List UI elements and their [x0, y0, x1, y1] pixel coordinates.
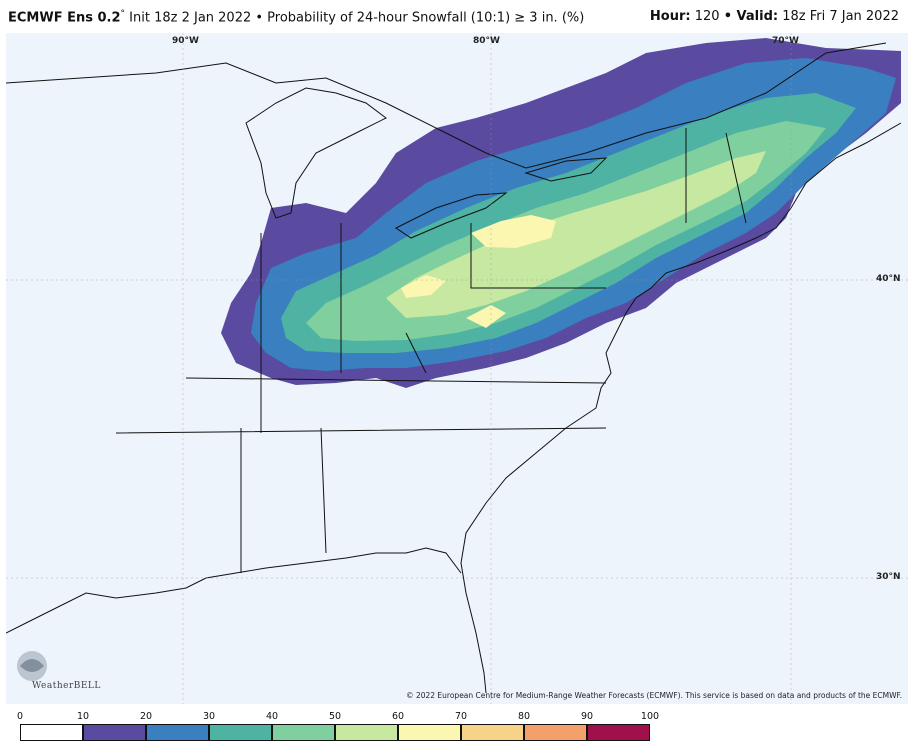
degree-symbol: ° — [120, 9, 126, 19]
legend-bin-90-100 — [587, 724, 650, 741]
lake-erie — [395, 192, 508, 239]
legend-bin-10-20 — [83, 724, 146, 741]
lon-label-90w: 90°W — [172, 36, 199, 46]
legend-bin-50-60 — [335, 724, 398, 741]
legend-tick: 50 — [328, 711, 342, 722]
weatherbell-logo: WeatherBELL — [12, 648, 102, 691]
color-legend: 0 10 20 30 40 50 60 70 80 90 100 — [16, 707, 913, 747]
prob-50-60-area — [386, 151, 766, 318]
legend-bin-30-40 — [209, 724, 272, 741]
logo-text: WeatherBELL — [32, 681, 101, 691]
valid-time: Hour: 120 • Valid: 18z Fri 7 Jan 2022 — [650, 9, 899, 24]
great-lakes — [245, 87, 387, 219]
legend-tick: 90 — [580, 711, 594, 722]
snow-probability-shading — [221, 38, 901, 388]
logo-swirl-icon — [17, 651, 47, 681]
map-boundaries — [6, 42, 902, 694]
legend-tick: 0 — [16, 711, 24, 722]
valid-value: 18z Fri 7 Jan 2022 — [782, 9, 899, 24]
legend-bin-0-10 — [20, 724, 83, 741]
legend-tick: 100 — [640, 711, 660, 722]
legend-tick: 40 — [265, 711, 279, 722]
map-header: ECMWF Ens 0.2° Init 18z 2 Jan 2022 • Pro… — [0, 0, 913, 32]
lat-label-40n: 40°N — [876, 274, 901, 284]
model-name: ECMWF Ens 0.2 — [8, 10, 121, 26]
lon-label-80w: 80°W — [473, 36, 500, 46]
prob-60-70-area-3 — [466, 305, 506, 328]
legend-bin-80-90 — [524, 724, 587, 741]
hour-value: 120 — [694, 9, 720, 24]
lon-label-70w: 70°W — [772, 36, 799, 46]
border-canada — [6, 42, 887, 169]
lat-label-30n: 30°N — [876, 572, 901, 582]
product-description: Init 18z 2 Jan 2022 • Probability of 24-… — [129, 10, 585, 26]
legend-bin-40-50 — [272, 724, 335, 741]
legend-tick: 60 — [391, 711, 405, 722]
coastline-gulf — [6, 547, 462, 634]
legend-bin-60-70 — [398, 724, 461, 741]
legend-tick: 10 — [76, 711, 90, 722]
legend-tick: 30 — [202, 711, 216, 722]
legend-bin-20-30 — [146, 724, 209, 741]
valid-label: • Valid: — [723, 9, 779, 24]
forecast-map[interactable]: 90°W 80°W 70°W 40°N 30°N WeatherBELL © 2… — [6, 33, 908, 704]
legend-bin-70-80 — [461, 724, 524, 741]
map-title: ECMWF Ens 0.2° Init 18z 2 Jan 2022 • Pro… — [8, 9, 584, 25]
copyright-notice: © 2022 European Centre for Medium-Range … — [406, 691, 902, 700]
hour-label: Hour: — [649, 9, 691, 24]
lake-ontario — [524, 157, 608, 182]
legend-tick: 80 — [517, 711, 531, 722]
coastline-east — [460, 122, 902, 694]
prob-60-70-area — [471, 215, 556, 248]
legend-tick: 20 — [139, 711, 153, 722]
prob-60-70-area-2 — [401, 275, 446, 298]
graticule — [6, 33, 908, 704]
map-canvas — [6, 33, 908, 704]
legend-tick: 70 — [454, 711, 468, 722]
state-lines — [115, 128, 747, 573]
